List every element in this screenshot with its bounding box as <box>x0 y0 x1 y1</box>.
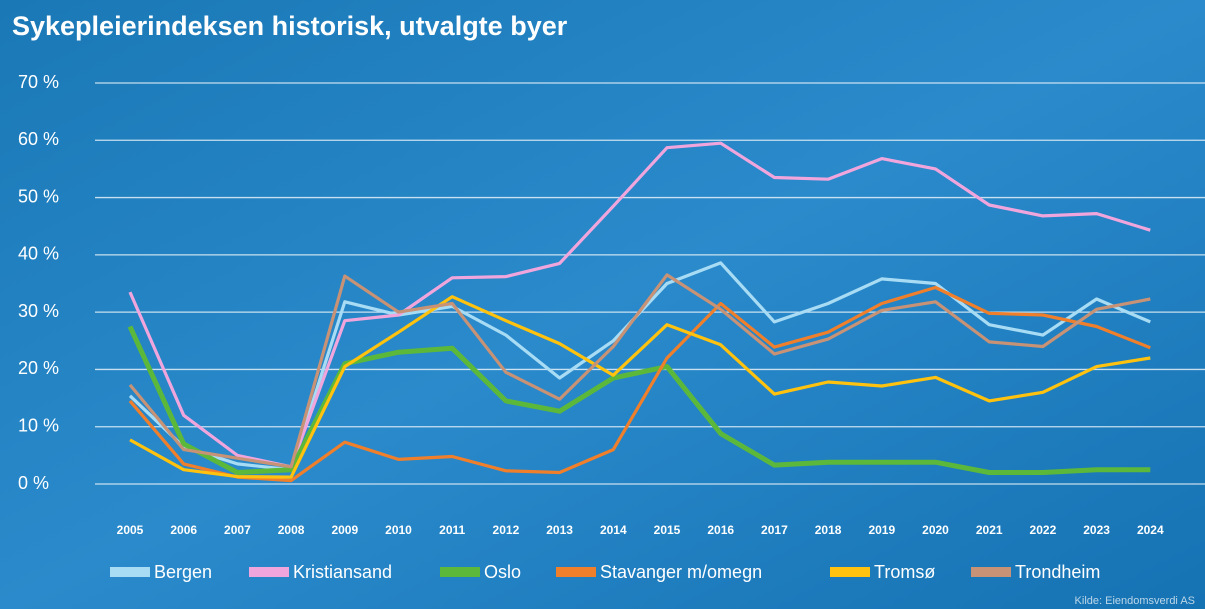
x-tick-label: 2005 <box>117 523 144 537</box>
y-tick-label: 40 % <box>18 244 59 264</box>
legend-swatch <box>440 567 480 577</box>
y-tick-label: 60 % <box>18 129 59 149</box>
x-tick-label: 2013 <box>546 523 573 537</box>
x-tick-label: 2007 <box>224 523 251 537</box>
x-tick-label: 2018 <box>815 523 842 537</box>
x-tick-label: 2022 <box>1030 523 1057 537</box>
legend-swatch <box>110 567 150 577</box>
y-tick-label: 20 % <box>18 358 59 378</box>
x-tick-label: 2006 <box>170 523 197 537</box>
legend-swatch <box>971 567 1011 577</box>
legend-swatch <box>830 567 870 577</box>
legend-label: Oslo <box>484 562 521 582</box>
y-tick-label: 10 % <box>18 415 59 435</box>
x-tick-label: 2021 <box>976 523 1003 537</box>
x-tick-label: 2015 <box>654 523 681 537</box>
y-tick-label: 50 % <box>18 186 59 206</box>
x-tick-label: 2012 <box>493 523 520 537</box>
x-tick-label: 2019 <box>868 523 895 537</box>
legend-label: Trondheim <box>1015 562 1100 582</box>
source: Kilde: Eiendomsverdi AS <box>1075 595 1195 607</box>
legend-label: Stavanger m/omegn <box>600 562 762 582</box>
x-tick-label: 2023 <box>1083 523 1110 537</box>
x-tick-label: 2024 <box>1137 523 1164 537</box>
y-tick-label: 70 % <box>18 72 59 92</box>
chart-title: Sykepleierindeksen historisk, utvalgte b… <box>12 11 568 41</box>
legend-swatch <box>249 567 289 577</box>
x-tick-label: 2010 <box>385 523 412 537</box>
x-tick-label: 2008 <box>278 523 305 537</box>
x-tick-label: 2014 <box>600 523 627 537</box>
legend-label: Kristiansand <box>293 562 392 582</box>
x-tick-label: 2016 <box>707 523 734 537</box>
x-tick-label: 2009 <box>331 523 358 537</box>
legend-label: Tromsø <box>874 562 935 582</box>
y-tick-label: 30 % <box>18 301 59 321</box>
x-tick-label: 2020 <box>922 523 949 537</box>
y-tick-label: 0 % <box>18 473 49 493</box>
x-tick-label: 2011 <box>439 523 465 537</box>
legend-swatch <box>556 567 596 577</box>
chart: Sykepleierindeksen historisk, utvalgte b… <box>0 0 1205 609</box>
x-tick-label: 2017 <box>761 523 788 537</box>
legend-label: Bergen <box>154 562 212 582</box>
background <box>0 0 1205 609</box>
